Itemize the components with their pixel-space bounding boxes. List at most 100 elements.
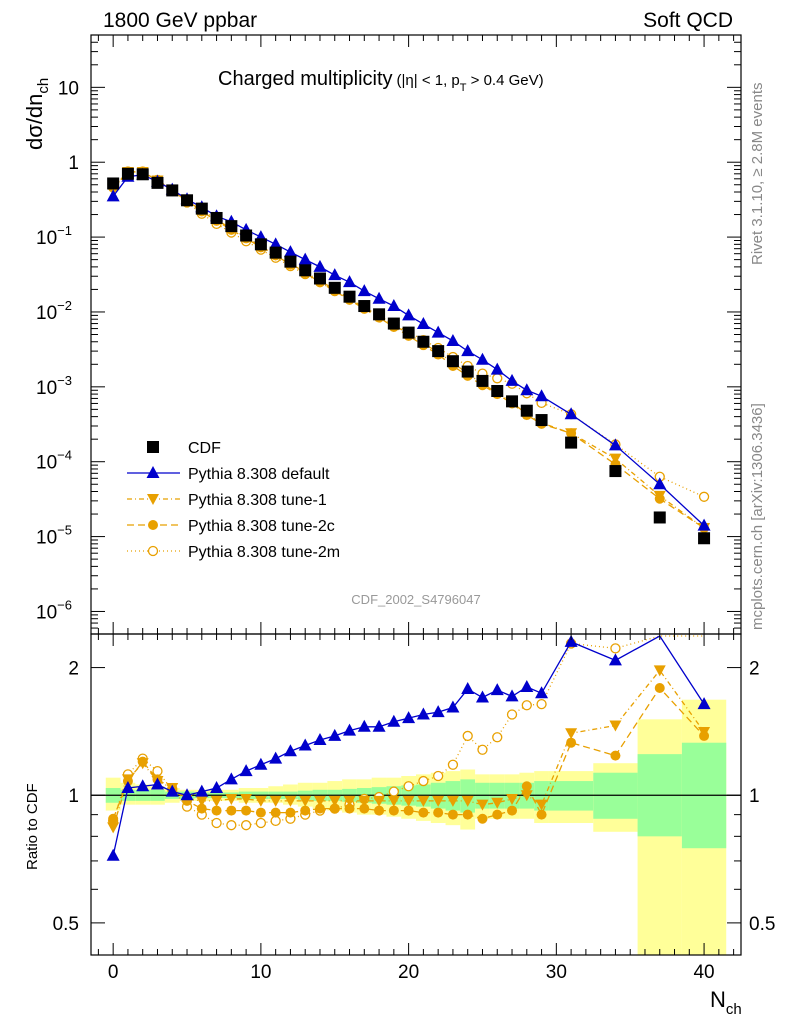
point-cdf xyxy=(269,246,282,259)
ratio-y-tick-label-right: 0.5 xyxy=(749,914,775,935)
ratio-point-default xyxy=(121,781,135,794)
ratio-point-tune1 xyxy=(446,795,459,807)
ratio-point-default xyxy=(416,707,430,720)
rivet-version-label: Rivet 3.1.10, ≥ 2.8M events xyxy=(749,83,766,266)
point-cdf xyxy=(151,176,164,189)
legend-label-tune2m: Pythia 8.308 tune-2m xyxy=(188,544,340,561)
ratio-point-tune1 xyxy=(565,728,578,740)
point-cdf xyxy=(284,255,297,268)
point-cdf xyxy=(195,202,208,215)
point-tune1 xyxy=(609,453,622,465)
point-default xyxy=(475,352,489,365)
ratio-point-tune2c xyxy=(196,803,207,814)
ratio-point-tune2c xyxy=(536,809,547,820)
ratio-point-tune1 xyxy=(328,795,341,807)
ratio-point-tune2m xyxy=(403,781,414,792)
ratio-point-tune2c xyxy=(403,805,414,816)
ratio-point-tune1 xyxy=(107,822,120,834)
ratio-point-tune1 xyxy=(313,795,326,807)
point-cdf xyxy=(225,220,238,233)
tick-base: 10 xyxy=(36,602,57,623)
point-cdf xyxy=(461,365,474,378)
ratio-point-tune2c xyxy=(447,809,458,820)
point-default xyxy=(328,268,342,281)
point-cdf xyxy=(136,168,149,181)
point-default xyxy=(357,284,371,297)
point-tune1 xyxy=(565,428,578,440)
ratio-point-default xyxy=(402,711,416,724)
point-default xyxy=(298,252,312,265)
series-line-default xyxy=(112,174,705,527)
plot-title-sub-1: (|η| < 1, p xyxy=(397,72,460,89)
point-default xyxy=(446,333,460,346)
point-default xyxy=(490,362,504,375)
ratio-point-tune2c xyxy=(359,803,370,814)
tick-base: 10 xyxy=(36,228,57,249)
ratio-point-tune1 xyxy=(653,665,666,677)
ratio-y-tick-label-right: 1 xyxy=(749,786,760,807)
ratio-point-tune2m xyxy=(226,820,237,831)
ratio-point-tune2c xyxy=(477,813,488,824)
tick-exponent: −5 xyxy=(57,523,72,538)
ratio-point-tune1 xyxy=(269,795,282,807)
tick-exponent: −3 xyxy=(57,373,72,388)
ratio-point-default xyxy=(564,634,578,647)
ratio-point-tune1 xyxy=(240,793,253,805)
point-cdf xyxy=(121,167,134,180)
point-cdf xyxy=(446,355,459,368)
ratio-point-tune1 xyxy=(358,795,371,807)
ratio-y-tick-label: 2 xyxy=(68,659,79,680)
point-default xyxy=(343,275,357,288)
ratio-point-tune2c xyxy=(300,805,311,816)
point-cdf xyxy=(358,300,371,313)
main-y-tick-label: 1 xyxy=(68,153,79,174)
main-y-axis-label-main: dσ/dn xyxy=(22,94,47,150)
x-tick-label: 30 xyxy=(546,962,567,983)
point-default xyxy=(505,373,519,386)
main-y-tick-label: 10−6 xyxy=(36,597,72,623)
legend-marker-tune1 xyxy=(147,494,159,505)
point-cdf xyxy=(387,317,400,330)
x-tick-label: 40 xyxy=(693,962,714,983)
ratio-point-tune2c xyxy=(211,805,222,816)
point-default xyxy=(269,237,283,250)
point-default xyxy=(564,407,578,420)
point-default xyxy=(653,477,667,490)
ratio-point-tune2c xyxy=(255,807,266,818)
ratio-point-tune1 xyxy=(210,795,223,807)
point-default xyxy=(520,383,534,396)
legend-marker-tune2m xyxy=(147,545,159,557)
point-cdf xyxy=(328,281,341,294)
x-axis-label-sub: ch xyxy=(726,1001,742,1018)
ratio-point-tune2c xyxy=(654,683,665,694)
point-cdf xyxy=(506,395,519,408)
ratio-point-default xyxy=(357,719,371,732)
main-y-tick-label: 10−4 xyxy=(36,448,72,474)
point-cdf xyxy=(373,308,386,321)
ratio-point-default xyxy=(224,772,238,785)
tick-exponent: −2 xyxy=(57,298,72,313)
legend-marker-tune2c xyxy=(148,520,158,530)
ratio-point-default xyxy=(195,784,209,797)
ratio-point-default xyxy=(446,700,460,713)
x-axis-label: Nch xyxy=(710,987,742,1018)
ratio-point-tune2c xyxy=(433,807,444,818)
ratio-point-tune1 xyxy=(136,758,149,770)
ratio-point-default xyxy=(283,744,297,757)
series-line-tune1 xyxy=(112,171,705,529)
point-default xyxy=(283,245,297,258)
point-cdf xyxy=(417,335,430,348)
main-y-axis-label: dσ/dnch xyxy=(22,78,52,150)
ratio-point-tune2m xyxy=(255,817,267,829)
ratio-point-tune2m xyxy=(610,643,621,654)
tick-base: 10 xyxy=(36,378,57,399)
ratio-y-tick-label-right: 2 xyxy=(749,659,760,680)
point-cdf xyxy=(476,374,489,387)
ratio-point-default xyxy=(106,848,120,861)
ratio-point-tune2c xyxy=(566,737,577,748)
plot-title: Charged multiplicity (|η| < 1, pT > 0.4 G… xyxy=(218,68,544,94)
main-y-axis-label-sub: ch xyxy=(35,78,52,94)
point-default xyxy=(313,259,327,272)
ratio-point-default xyxy=(343,723,357,736)
